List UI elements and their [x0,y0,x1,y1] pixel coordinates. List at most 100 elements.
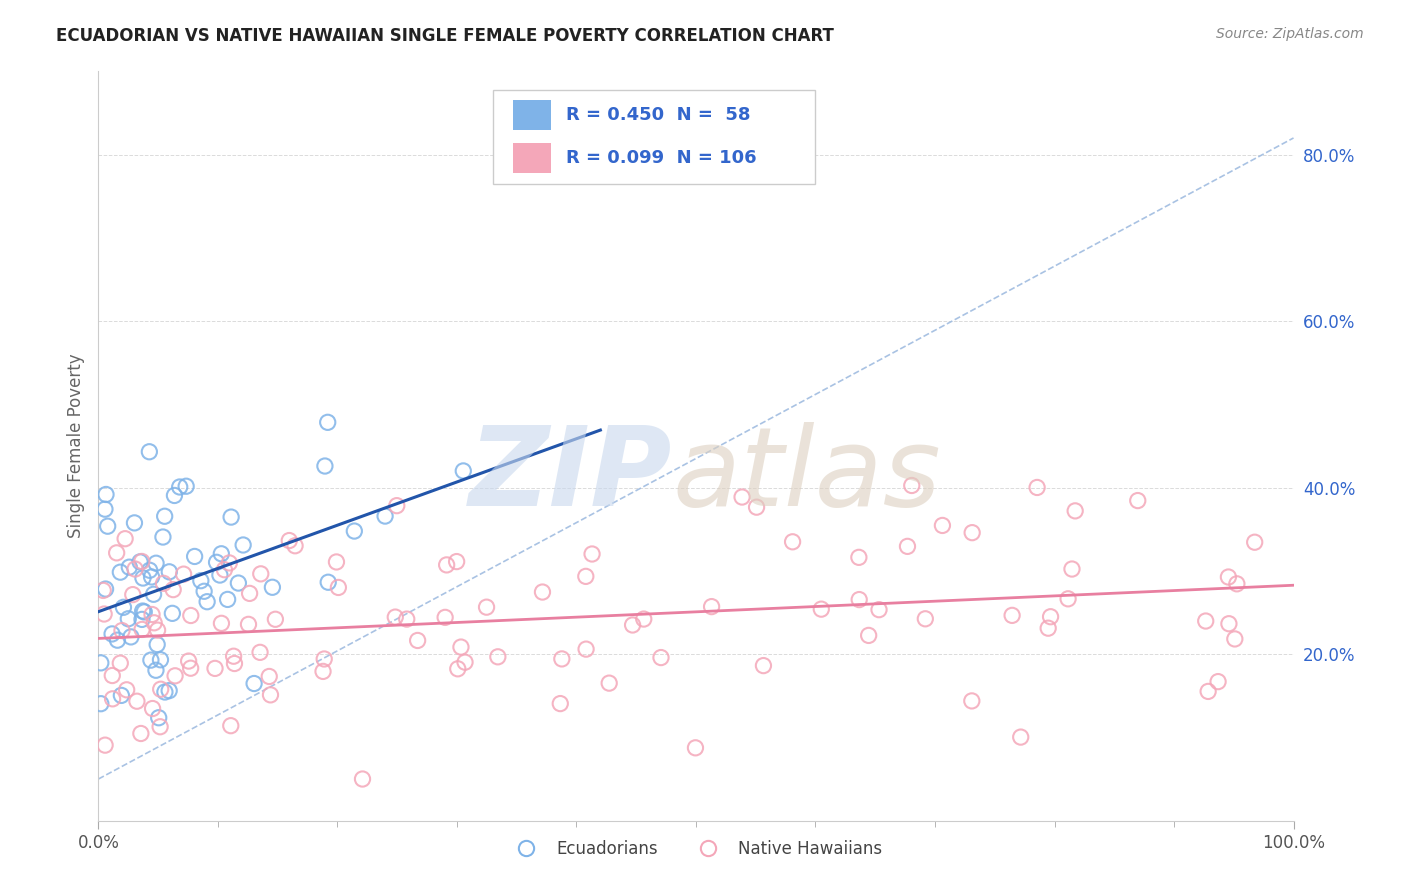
Native Hawaiians [598,676,620,690]
Ecuadorians [174,479,197,493]
Ecuadorians [232,538,254,552]
Ecuadorians [94,487,117,501]
Native Hawaiians [454,655,477,669]
Ecuadorians [157,565,180,579]
Ecuadorians [90,697,112,711]
Ecuadorians [124,516,146,530]
Native Hawaiians [752,658,775,673]
Ecuadorians [153,509,176,524]
Native Hawaiians [450,640,472,654]
Native Hawaiians [143,615,166,630]
Ecuadorians [131,604,153,618]
Native Hawaiians [1218,616,1240,631]
Ecuadorians [90,656,112,670]
Native Hawaiians [93,607,115,621]
Native Hawaiians [121,588,143,602]
Ecuadorians [149,653,172,667]
Native Hawaiians [149,682,172,697]
Native Hawaiians [1218,570,1240,584]
Native Hawaiians [222,649,245,664]
Native Hawaiians [621,618,644,632]
Native Hawaiians [395,612,418,626]
Native Hawaiians [1226,577,1249,591]
Native Hawaiians [314,652,336,666]
Ecuadorians [228,576,250,591]
Native Hawaiians [745,500,768,515]
Native Hawaiians [239,586,262,600]
Ecuadorians [131,612,153,626]
Native Hawaiians [165,669,187,683]
Ecuadorians [453,464,475,478]
Native Hawaiians [914,612,936,626]
Ecuadorians [110,565,132,579]
Native Hawaiians [1010,730,1032,744]
Native Hawaiians [249,566,271,581]
Ecuadorians [153,685,176,699]
Native Hawaiians [434,610,457,624]
Native Hawaiians [115,682,138,697]
Native Hawaiians [548,697,571,711]
Native Hawaiians [700,599,723,614]
Native Hawaiians [125,694,148,708]
Native Hawaiians [110,656,132,670]
Ecuadorians [343,524,366,538]
Bar [513,101,551,130]
Native Hawaiians [131,623,153,637]
Ecuadorians [162,607,184,621]
Ecuadorians [243,676,266,690]
Ecuadorians [120,630,142,644]
Ecuadorians [118,560,141,574]
Text: ECUADORIAN VS NATIVE HAWAIIAN SINGLE FEMALE POVERTY CORRELATION CHART: ECUADORIAN VS NATIVE HAWAIIAN SINGLE FEM… [56,27,834,45]
Native Hawaiians [142,701,165,715]
Native Hawaiians [1060,562,1083,576]
Ecuadorians [262,580,284,594]
Native Hawaiians [1064,504,1087,518]
Native Hawaiians [868,602,890,616]
Native Hawaiians [446,555,468,569]
Ecuadorians [195,595,218,609]
Native Hawaiians [650,650,672,665]
FancyBboxPatch shape [494,90,815,184]
Ecuadorians [138,444,160,458]
Ecuadorians [142,587,165,601]
Native Hawaiians [180,661,202,675]
Ecuadorians [163,488,186,502]
Native Hawaiians [111,624,134,638]
Ecuadorians [101,627,124,641]
Native Hawaiians [278,533,301,548]
Native Hawaiians [259,688,281,702]
Native Hawaiians [114,532,136,546]
Y-axis label: Single Female Poverty: Single Female Poverty [66,354,84,538]
Ecuadorians [209,547,232,561]
Ecuadorians [112,600,135,615]
Native Hawaiians [177,654,200,668]
Native Hawaiians [264,612,287,626]
Native Hawaiians [1197,684,1219,698]
Native Hawaiians [352,772,374,786]
Native Hawaiians [896,540,918,554]
Ecuadorians [97,519,120,533]
Ecuadorians [129,555,152,569]
Ecuadorians [169,480,191,494]
Ecuadorians [117,612,139,626]
Native Hawaiians [931,518,953,533]
Native Hawaiians [209,616,232,631]
Native Hawaiians [406,633,429,648]
Native Hawaiians [219,719,242,733]
Native Hawaiians [124,562,146,576]
Native Hawaiians [141,607,163,622]
Native Hawaiians [131,554,153,568]
Ecuadorians [190,574,212,588]
Native Hawaiians [633,612,655,626]
Native Hawaiians [1243,535,1265,549]
Ecuadorians [314,458,336,473]
Ecuadorians [219,510,242,524]
Native Hawaiians [325,555,347,569]
Native Hawaiians [575,569,598,583]
Ecuadorians [107,633,129,648]
Ecuadorians [94,582,117,596]
Ecuadorians [316,415,339,429]
Native Hawaiians [94,738,117,752]
Text: Source: ZipAtlas.com: Source: ZipAtlas.com [1216,27,1364,41]
Ecuadorians [132,571,155,585]
